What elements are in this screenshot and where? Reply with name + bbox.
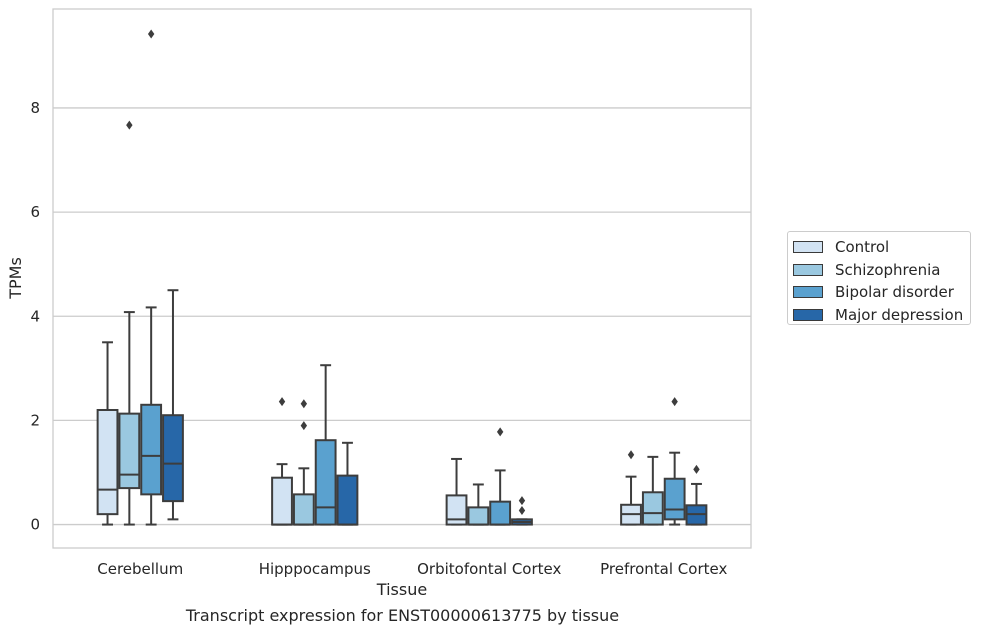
box-control — [620, 450, 642, 526]
outlier-point — [278, 397, 286, 407]
box-control — [96, 341, 119, 526]
box-schizophrenia — [641, 455, 664, 526]
box-bipolar-disorder — [314, 364, 337, 526]
box-schizophrenia — [118, 120, 141, 526]
x-tick-label: Hipppocampus — [259, 560, 371, 578]
box-major-depression — [162, 289, 184, 521]
outlier-point — [147, 29, 155, 39]
box-body — [445, 494, 468, 526]
outlier-point — [126, 120, 133, 130]
x-tick-labels: Cerebellum Hipppocampus Orbitofontal Corte… — [97, 560, 727, 578]
box-body — [663, 477, 686, 521]
box-body — [467, 506, 490, 526]
legend-swatch — [793, 263, 823, 276]
outlier-point — [300, 421, 308, 431]
box-control — [271, 397, 293, 526]
legend-item: Control — [793, 236, 970, 259]
outlier-point — [300, 399, 308, 409]
box-body — [336, 474, 359, 526]
box-major-depression — [511, 496, 533, 526]
legend-label: Bipolar disorder — [835, 283, 954, 302]
legend-item: Major depression — [793, 304, 970, 327]
legend-item: Bipolar disorder — [793, 281, 970, 304]
box-body — [96, 408, 119, 516]
x-axis-title: Tissue — [376, 580, 427, 599]
box-bipolar-disorder — [663, 397, 686, 526]
outlier-point — [496, 427, 504, 437]
legend-swatch — [793, 308, 823, 321]
box-body — [292, 493, 315, 526]
outlier-point — [671, 397, 678, 407]
box-control — [445, 457, 468, 526]
legend-item: Schizophrenia — [793, 259, 970, 282]
legend-swatch — [793, 241, 823, 254]
box-body — [140, 403, 163, 496]
box-body — [314, 439, 337, 526]
x-tick-label: Cerebellum — [97, 560, 183, 578]
box-body — [641, 491, 664, 526]
y-tick-labels: 0 2 4 6 8 — [30, 99, 40, 534]
box-major-depression — [336, 441, 359, 526]
legend-label: Major depression — [835, 305, 964, 324]
y-tick-label: 0 — [30, 516, 40, 534]
box-body — [162, 414, 184, 503]
x-tick-label: Orbitofontal Cortex — [417, 560, 561, 578]
outlier-point — [627, 450, 635, 460]
box-body — [489, 500, 512, 526]
box-schizophrenia — [292, 399, 315, 526]
y-tick-label: 2 — [30, 411, 40, 429]
y-tick-label: 4 — [30, 307, 40, 325]
legend-label: Schizophrenia — [835, 260, 941, 279]
box-major-depression — [685, 464, 708, 526]
box-groups — [96, 29, 708, 526]
box-schizophrenia — [467, 483, 490, 526]
outlier-point — [518, 506, 526, 516]
box-body — [271, 476, 293, 526]
box-body — [118, 412, 141, 490]
y-axis-title: TPMs — [6, 257, 25, 300]
outlier-point — [693, 464, 700, 474]
outlier-point — [518, 496, 526, 506]
plot-frame — [52, 8, 752, 549]
legend: Control Schizophrenia Bipolar disorder Majo… — [787, 231, 971, 325]
legend-label: Control — [835, 238, 890, 257]
figure-caption: Transcript expression for ENST0000061377… — [185, 606, 620, 625]
box-bipolar-disorder — [489, 427, 512, 526]
y-tick-label: 8 — [30, 99, 40, 117]
x-tick-label: Prefrontal Cortex — [600, 560, 727, 578]
legend-swatch — [793, 286, 823, 299]
y-tick-label: 6 — [30, 203, 40, 221]
box-bipolar-disorder — [140, 29, 163, 526]
